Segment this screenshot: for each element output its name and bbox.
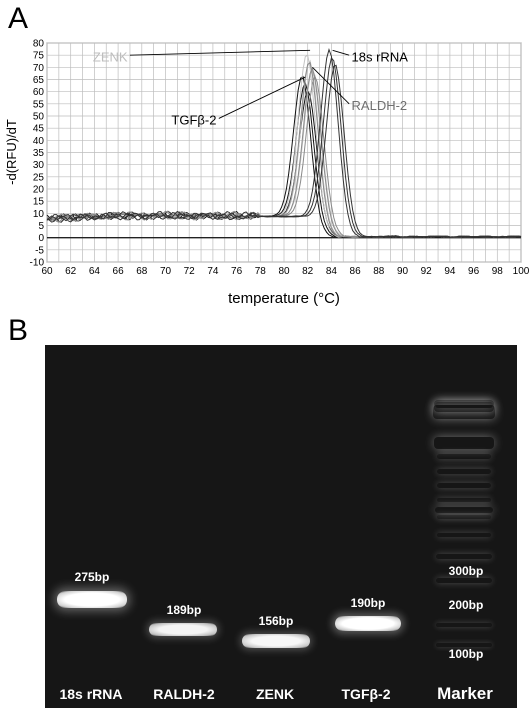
x-tick-label: 98	[492, 266, 504, 277]
band-tgfb-2	[335, 616, 401, 631]
x-tick-label: 74	[207, 266, 219, 277]
marker-ladder-band	[437, 483, 491, 488]
grid	[46, 42, 522, 263]
band-size-raldh-2: 189bp	[166, 603, 202, 617]
band-zenk	[242, 634, 310, 648]
y-tick-label: 10	[33, 209, 45, 220]
x-tick-label: 60	[41, 266, 53, 277]
annotations: ZENK 18s rRNA RALDH-2 TGFβ-2	[93, 49, 408, 127]
marker-ladder-band	[437, 533, 491, 537]
leader-line-tgf-2	[218, 76, 306, 119]
lane-label-zenk: ZENK	[255, 686, 295, 702]
leader-line-18s-rrna	[332, 49, 350, 56]
marker-ladder-band	[437, 498, 491, 502]
marker-ladder-band	[433, 405, 495, 419]
band-size-18s-rrna: 275bp	[74, 570, 110, 584]
y-tick-label: 45	[33, 124, 45, 135]
annotation-raldh-2: RALDH-2	[352, 98, 408, 113]
y-tick-label: 25	[33, 172, 45, 183]
y-tick-label: 20	[33, 185, 45, 196]
band-size-tgfb-2: 190bp	[350, 596, 386, 610]
leader-line-zenk	[129, 49, 311, 56]
x-tick-label: 76	[231, 266, 243, 277]
y-tick-label: 75	[33, 51, 45, 62]
x-tick-label: 84	[326, 266, 338, 277]
marker-ladder-band	[436, 554, 492, 559]
y-tick-label: -5	[35, 245, 44, 256]
band-size-zenk: 156bp	[258, 614, 294, 628]
x-tick-label: 82	[302, 266, 314, 277]
annotation-tgf-2: TGFβ-2	[171, 113, 216, 128]
y-tick-label: 5	[38, 221, 44, 232]
band-18s-rrna	[57, 591, 127, 608]
x-tick-label: 92	[421, 266, 433, 277]
y-tick-label: -10	[30, 258, 45, 269]
melt-curve-18s-rrna	[46, 56, 522, 239]
agarose-gel-image	[45, 345, 517, 708]
y-tick-label: 0	[38, 233, 44, 244]
lane-label-18s-rrna: 18s rRNA	[59, 686, 123, 702]
band-raldh-2	[149, 623, 217, 636]
y-tick-label: 35	[33, 148, 45, 159]
x-tick-label: 86	[350, 266, 362, 277]
x-tick-label: 100	[513, 266, 530, 277]
y-tick-label: 50	[33, 112, 45, 123]
y-tick-label: 30	[33, 160, 45, 171]
lane-label-raldh-2: RALDH-2	[153, 686, 215, 702]
marker-size-300bp: 300bp	[448, 564, 484, 578]
x-tick-label: 78	[255, 266, 267, 277]
marker-ladder-band	[437, 469, 491, 474]
marker-ladder-band	[437, 515, 491, 519]
x-axis-label: temperature (°C)	[228, 290, 340, 307]
marker-ladder-band	[437, 454, 491, 459]
x-tick-label: 90	[397, 266, 409, 277]
y-tick-label: 60	[33, 87, 45, 98]
melt-curve-chart: 60 62 64 66 68 70 72 74 76 78 80 82 84 86 88 90 92 94 96 98…	[4, 39, 530, 308]
melt-curve-18s-rrna	[46, 64, 522, 239]
melt-curves	[46, 47, 522, 239]
marker-ladder-band	[436, 578, 492, 583]
x-tick-label: 64	[89, 266, 101, 277]
x-tick-label: 88	[373, 266, 385, 277]
x-tick-label: 66	[113, 266, 125, 277]
y-tick-label: 70	[33, 63, 45, 74]
y-tick-label: 40	[33, 136, 45, 147]
x-tick-label: 68	[136, 266, 148, 277]
y-tick-label: 80	[33, 39, 45, 50]
marker-ladder-band	[435, 507, 493, 513]
x-tick-label: 94	[444, 266, 456, 277]
x-tick-label: 62	[65, 266, 77, 277]
y-tick-label: 65	[33, 75, 45, 86]
y-tick-label: 55	[33, 99, 45, 110]
lane-label-marker: Marker	[437, 684, 493, 703]
marker-size-200bp: 200bp	[448, 598, 484, 612]
y-axis-label: -d(RFU)/dT	[4, 119, 19, 185]
leader-line-raldh-2	[312, 67, 350, 105]
marker-size-100bp: 100bp	[448, 647, 484, 661]
y-tick-label: 15	[33, 197, 45, 208]
x-tick-label: 72	[184, 266, 196, 277]
annotation-zenk: ZENK	[93, 49, 128, 64]
lane-label-tgfb-2: TGFβ-2	[341, 686, 391, 702]
marker-ladder-band	[436, 623, 492, 627]
x-tick-label: 96	[468, 266, 480, 277]
marker-ladder-band	[434, 437, 494, 449]
annotation-18s-rrna: 18s rRNA	[352, 49, 409, 64]
panel-b-label: B	[8, 314, 29, 347]
x-tick-label: 80	[278, 266, 290, 277]
x-tick-label: 70	[160, 266, 172, 277]
panel-a-label: A	[8, 2, 29, 35]
tick-labels: 60 62 64 66 68 70 72 74 76 78 80 82 84 86 88 90 92 94 96 98…	[30, 39, 530, 278]
